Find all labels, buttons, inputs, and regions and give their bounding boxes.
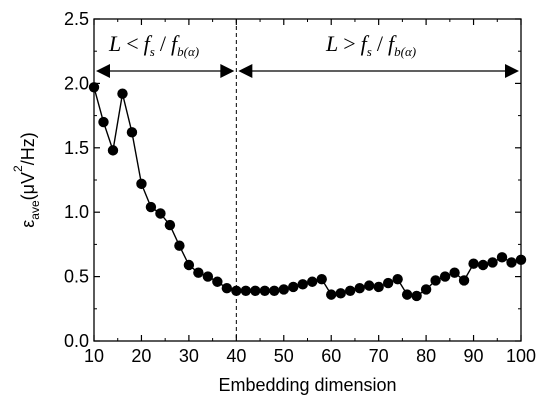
annotation-right-fb: f — [388, 31, 397, 56]
annotation-right-sub: b(α) — [394, 44, 416, 59]
series-layer — [88, 82, 527, 302]
data-point — [221, 282, 233, 294]
data-point — [335, 288, 346, 299]
data-point — [363, 280, 375, 291]
y-tick-label: 0.5 — [64, 267, 89, 287]
data-point — [420, 284, 432, 295]
data-point — [183, 259, 195, 271]
data-point — [468, 258, 479, 269]
data-point — [373, 281, 384, 293]
data-point — [202, 271, 214, 282]
data-point — [193, 267, 204, 278]
data-point — [401, 289, 413, 300]
x-tick-label: 60 — [321, 346, 341, 366]
y-axis-title-ylabel_tail: /Hz) — [18, 132, 38, 165]
data-point — [269, 285, 280, 296]
data-point — [496, 252, 508, 263]
data-point — [155, 208, 166, 219]
annotation-right-f: f — [361, 31, 370, 56]
x-tick-label: 20 — [131, 346, 151, 366]
data-point — [98, 116, 109, 128]
data-point — [88, 82, 100, 93]
data-point — [392, 273, 403, 285]
data-point — [307, 276, 318, 287]
x-tick-label: 90 — [464, 346, 484, 366]
annotation-right-slash: / — [377, 31, 384, 56]
data-point — [449, 267, 460, 278]
data-point — [354, 282, 365, 294]
annotation-left-L: L — [108, 31, 121, 56]
data-point — [250, 285, 261, 296]
right-arrow-head-left — [238, 64, 253, 78]
plot-frame — [93, 18, 522, 342]
y-tick-label: 2.0 — [64, 73, 89, 93]
data-point — [439, 271, 451, 282]
data-point — [117, 88, 128, 99]
data-point — [382, 277, 394, 289]
y-axis-title: εave(μV2/Hz) — [11, 132, 42, 227]
data-point — [174, 240, 185, 251]
annotation-left-s: s — [150, 44, 155, 59]
annotation-left-sub: b(α) — [177, 44, 199, 59]
annotation-right-op: > — [343, 31, 355, 56]
data-point — [212, 276, 223, 287]
annotation-left-f: f — [144, 31, 153, 56]
x-tick-label: 50 — [274, 346, 294, 366]
data-point — [411, 290, 422, 302]
annotation-right-s: s — [367, 44, 372, 59]
annotation-left-op: < — [126, 31, 138, 56]
data-point — [458, 275, 470, 286]
series-line — [93, 87, 522, 297]
data-point — [164, 219, 176, 231]
data-point — [136, 178, 147, 190]
axes-group — [93, 18, 522, 342]
left-arrow-head-right — [220, 64, 235, 78]
data-point — [278, 284, 289, 295]
data-point — [515, 254, 527, 266]
data-point — [288, 281, 299, 293]
data-point — [240, 285, 252, 296]
y-axis-title-ylabel_sup: 2 — [11, 165, 25, 172]
y-tick-label: 1.0 — [64, 202, 89, 222]
left-arrow-head-left — [96, 64, 110, 78]
y-tick-label: 0.0 — [64, 331, 89, 351]
data-point — [259, 285, 270, 296]
annotation-right: L > fs / fb(α) — [325, 31, 416, 59]
data-point — [477, 259, 489, 271]
data-point — [145, 201, 157, 213]
data-point — [345, 285, 356, 296]
x-tick-label: 40 — [226, 346, 246, 366]
y-axis-title-ylabel_main: ε — [18, 220, 38, 228]
x-tick-label: 70 — [369, 346, 389, 366]
annotation-layer: L < fs / fb(α) L > fs / fb(α) — [96, 31, 519, 78]
x-tick-label: 10 — [84, 346, 104, 366]
annotation-right-L: L — [325, 31, 338, 56]
data-point — [126, 127, 138, 138]
x-tick-label: 80 — [416, 346, 436, 366]
data-point — [231, 285, 242, 296]
y-axis-title-ylabel_sub: ave — [28, 200, 42, 220]
data-point — [487, 257, 498, 268]
x-tick-label: 100 — [506, 346, 536, 366]
x-tick-label: 30 — [179, 346, 199, 366]
data-point — [297, 279, 308, 290]
labels-layer: 10 20 30 40 50 60 70 80 90 100 0.0 0.5 1.0 1.5 2.0 2.5 E… — [11, 9, 536, 395]
data-point — [430, 275, 441, 286]
annotation-left: L < fs / fb(α) — [108, 31, 199, 59]
y-tick-label: 2.5 — [64, 9, 89, 29]
data-point — [107, 145, 119, 156]
data-point — [506, 257, 517, 268]
annotation-left-slash: / — [160, 31, 167, 56]
right-arrow-head-right — [505, 64, 519, 78]
data-point — [316, 273, 327, 285]
annotation-left-fb: f — [171, 31, 180, 56]
data-point — [326, 289, 337, 300]
y-axis-title-ylabel_units: (μV — [18, 172, 38, 200]
x-axis-title: Embedding dimension — [218, 375, 396, 395]
y-tick-label: 1.5 — [64, 138, 89, 158]
